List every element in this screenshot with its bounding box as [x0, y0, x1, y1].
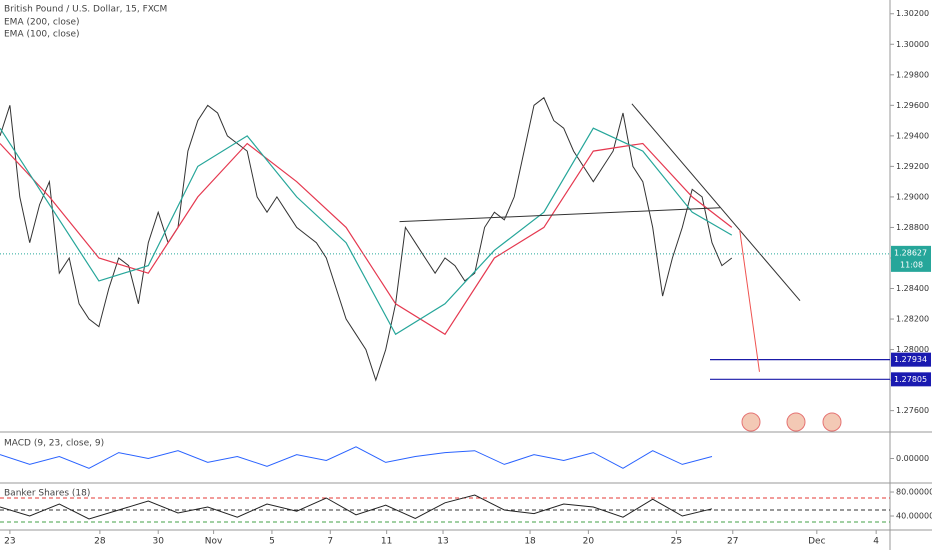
y-tick-label: 1.29200: [896, 162, 929, 171]
trend-line: [631, 103, 801, 302]
y-tick-label: 40.00000: [896, 512, 932, 521]
series-line: [0, 494, 713, 520]
level-tag: [891, 352, 931, 367]
trend-line: [399, 207, 720, 223]
last-price-label: 1.28627: [894, 248, 927, 257]
x-tick-label: 27: [727, 537, 738, 547]
y-tick-label: 1.30200: [896, 9, 929, 18]
y-tick-label: 1.30000: [896, 40, 929, 49]
y-tick-label: 1.28000: [896, 345, 929, 354]
x-tick-label: 18: [524, 537, 536, 547]
x-tick-label: Dec: [808, 537, 825, 547]
y-tick-label: 80.00000: [896, 488, 932, 497]
x-tick-label: Nov: [205, 537, 223, 547]
x-tick-label: 28: [94, 537, 106, 547]
x-tick-label: 13: [437, 537, 448, 547]
level-label: 1.27934: [894, 355, 927, 364]
series-line: [0, 142, 733, 336]
x-tick-label: 20: [583, 537, 595, 547]
event-icon[interactable]: [741, 412, 761, 432]
event-icon[interactable]: [786, 412, 806, 432]
x-tick-label: 7: [327, 537, 333, 547]
last-price-tag: [891, 245, 931, 272]
y-tick-label: 0.00000: [896, 454, 929, 463]
event-icon[interactable]: [822, 412, 842, 432]
x-tick-label: 30: [152, 537, 164, 547]
x-tick-label: 11: [381, 537, 392, 547]
x-tick-label: 23: [4, 537, 15, 547]
series-line: [0, 127, 733, 336]
trend-line: [739, 229, 760, 372]
y-tick-label: 1.29400: [896, 131, 929, 140]
series-line: [0, 446, 713, 469]
level-tag: [891, 372, 931, 387]
legend-entry: EMA (100, close): [4, 30, 80, 40]
countdown: 11:08: [900, 260, 923, 269]
level-label: 1.27805: [894, 375, 927, 384]
y-tick-label: 1.27600: [896, 406, 929, 415]
pane-title: Banker Shares (18): [4, 489, 90, 499]
pane-title: MACD (9, 23, close, 9): [4, 439, 104, 449]
y-tick-label: 1.28200: [896, 315, 929, 324]
y-tick-label: 1.29000: [896, 192, 929, 201]
x-tick-label: 25: [671, 537, 682, 547]
x-tick-label: 5: [269, 537, 275, 547]
y-tick-label: 1.28800: [896, 223, 929, 232]
y-tick-label: 1.29600: [896, 101, 929, 110]
x-tick-label: 4: [873, 537, 879, 547]
y-tick-label: 1.29800: [896, 70, 929, 79]
legend-entry: EMA (200, close): [4, 18, 80, 28]
y-tick-label: 1.28400: [896, 284, 929, 293]
chart-title: British Pound / U.S. Dollar, 15, FXCM: [4, 5, 167, 15]
series-line: [0, 96, 733, 382]
